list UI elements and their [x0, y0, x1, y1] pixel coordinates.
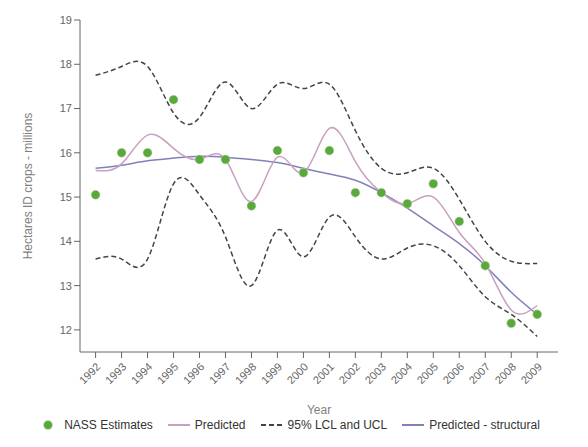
svg-text:1999: 1999 [259, 360, 285, 386]
svg-text:2004: 2004 [388, 360, 414, 386]
svg-text:1995: 1995 [155, 360, 181, 386]
svg-text:2001: 2001 [311, 360, 337, 386]
svg-text:14: 14 [60, 235, 72, 247]
svg-text:2002: 2002 [337, 360, 363, 386]
svg-text:2008: 2008 [492, 360, 518, 386]
svg-text:1992: 1992 [77, 360, 103, 386]
html-text:NASS Estimates: NASS Estimates [64, 418, 153, 432]
svg-text:12: 12 [60, 324, 72, 336]
svg-text:1998: 1998 [233, 360, 259, 386]
svg-text:1994: 1994 [129, 360, 155, 386]
html-text:Predicted: Predicted [194, 418, 246, 432]
svg-text:2007: 2007 [466, 360, 492, 386]
svg-text:1997: 1997 [207, 360, 233, 386]
svg-text:Year: Year [307, 403, 331, 417]
svg-text:1996: 1996 [181, 360, 207, 386]
svg-text:Hectares ID crops - millions: Hectares ID crops - millions [21, 113, 35, 260]
svg-text:2005: 2005 [414, 360, 440, 386]
svg-text:2000: 2000 [285, 360, 311, 386]
svg-text:19: 19 [60, 14, 72, 26]
svg-text:1993: 1993 [103, 360, 129, 386]
svg-text:15: 15 [60, 191, 72, 203]
svg-text:13: 13 [60, 280, 72, 292]
svg-text:2006: 2006 [440, 360, 466, 386]
svg-text:18: 18 [60, 58, 72, 70]
svg-text:2003: 2003 [362, 360, 388, 386]
svg-text:16: 16 [60, 147, 72, 159]
html-text:95% LCL and UCL: 95% LCL and UCL [287, 418, 388, 432]
svg-text:17: 17 [60, 102, 72, 114]
html-text:Predicted - structural: Predicted - structural [429, 418, 540, 432]
svg-text:2009: 2009 [518, 360, 544, 386]
